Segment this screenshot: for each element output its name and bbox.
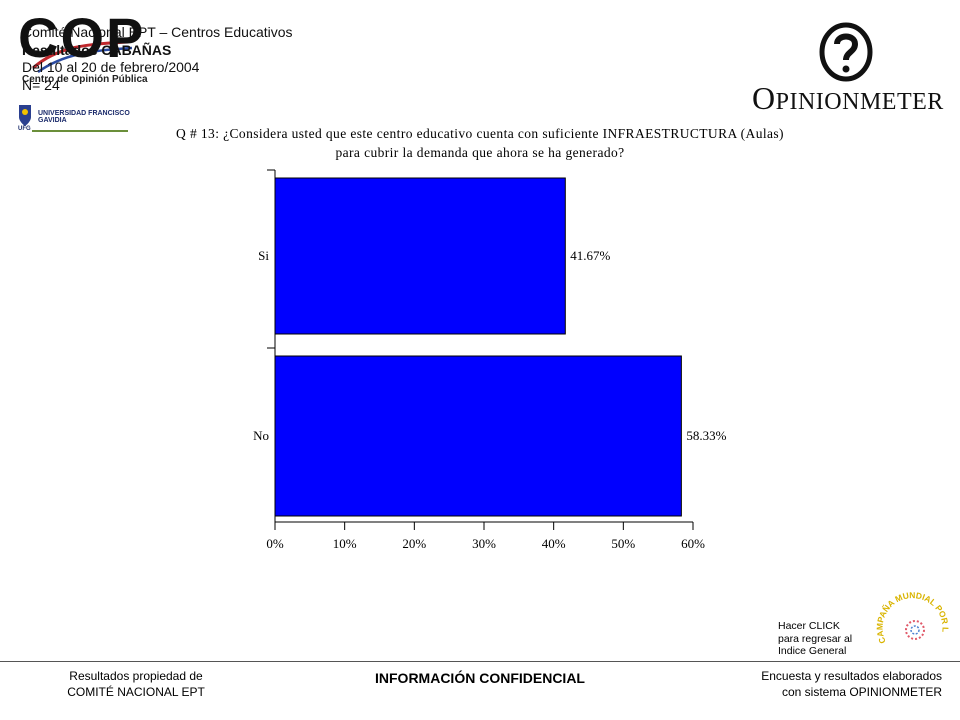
back-link-line-3: Indice General xyxy=(778,645,847,657)
ufg-label: UFG xyxy=(18,126,31,132)
question-line-1: Q # 13: ¿Considera usted que este centro… xyxy=(176,126,784,141)
back-link-line-2: para regresar al xyxy=(778,632,853,645)
question-mark-icon xyxy=(819,22,873,82)
footer-ownership: Resultados propiedad de COMITÉ NACIONAL … xyxy=(62,668,210,700)
campaign-logo[interactable]: CAMPAÑA MUNDIAL POR LA EDUCACIÓN xyxy=(876,590,954,662)
x-tick-label-2: 20% xyxy=(402,536,426,551)
cop-letters: COP xyxy=(18,6,146,69)
value-label-no: 58.33% xyxy=(686,428,726,443)
cop-subtitle: Centro de Opinión Pública xyxy=(22,74,148,85)
footer-divider xyxy=(0,661,960,662)
footer-right-line-1: Encuesta y resultados elaborados xyxy=(761,669,942,683)
footer-left-line-2: COMITÉ NACIONAL EPT xyxy=(67,685,205,699)
footer-credits: Encuesta y resultados elaborados con sis… xyxy=(720,668,942,700)
back-to-index-link[interactable]: Hacer CLICK para regresar al Indice Gene… xyxy=(778,620,852,658)
cop-logo: COP Centro de Opinión Pública UNIVERSIDA… xyxy=(18,10,158,132)
header-results: Resultados CABAÑAS xyxy=(22,41,172,58)
opinionmeter-logo: OPINIONMETER xyxy=(752,22,944,117)
logo-bar xyxy=(32,130,128,132)
bar-si xyxy=(274,177,566,335)
question-text: Q # 13: ¿Considera usted que este centro… xyxy=(60,124,900,162)
campaign-logo-text: CAMPAÑA MUNDIAL POR LA EDUCACIÓN xyxy=(876,590,951,645)
back-link-line-1: Hacer CLICK xyxy=(778,620,840,632)
ufg-shield-icon xyxy=(19,105,31,126)
x-tick-label-3: 30% xyxy=(472,536,496,551)
confidential-notice: INFORMACIÓN CONFIDENCIAL xyxy=(375,670,585,686)
report-header: Comité Nacional EPT – Centros Educativos… xyxy=(22,24,293,94)
university-name: UNIVERSIDAD FRANCISCO GAVIDIA xyxy=(38,110,130,124)
wordmark-rest: PINIONMETER xyxy=(775,89,944,115)
category-label-no: No xyxy=(253,428,269,443)
question-line-2: para cubrir la demanda que ahora se ha g… xyxy=(335,145,625,160)
header-sample-size: N= 24 xyxy=(22,76,60,93)
header-committee: Comité Nacional EPT – Centros Educativos xyxy=(22,24,293,40)
header-dates: Del 10 al 20 de febrero/2004 xyxy=(22,59,200,75)
footer-left-line-1: Resultados propiedad de xyxy=(69,669,203,683)
value-label-si: 41.67% xyxy=(570,248,610,263)
x-tick-label-5: 50% xyxy=(611,536,635,551)
swoosh-graphic xyxy=(32,40,133,74)
wordmark-initial: O xyxy=(752,80,776,116)
footer-right-line-2: con sistema OPINIONMETER xyxy=(781,685,942,699)
x-tick-label-6: 60% xyxy=(681,536,705,551)
x-tick-label-1: 10% xyxy=(333,536,357,551)
bar-no xyxy=(274,355,682,517)
opinionmeter-wordmark: OPINIONMETER xyxy=(752,80,944,117)
category-label-si: Si xyxy=(258,248,269,263)
x-tick-label-4: 40% xyxy=(542,536,566,551)
x-tick-label-0: 0% xyxy=(266,536,284,551)
